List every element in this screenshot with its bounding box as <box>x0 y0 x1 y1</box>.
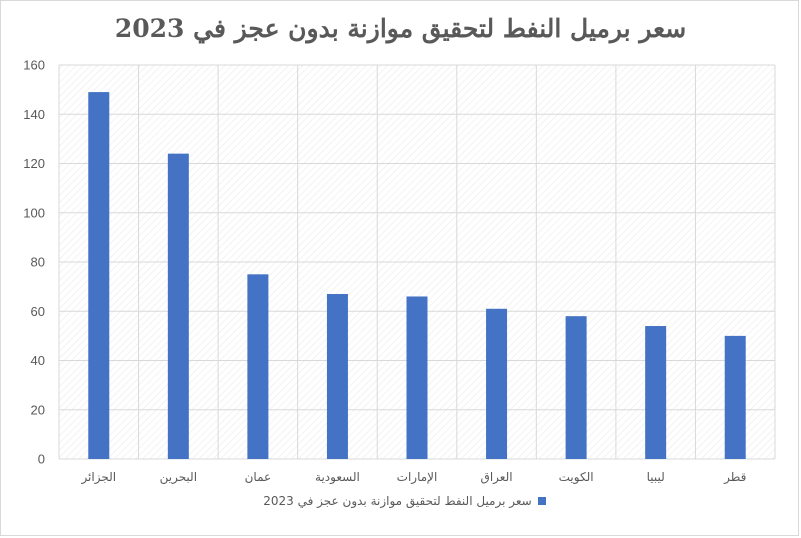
bar <box>247 274 269 459</box>
y-tick-label: 0 <box>38 452 45 467</box>
x-tick-label: قطر <box>723 470 746 485</box>
y-tick-label: 60 <box>31 304 45 319</box>
x-tick-label: العراق <box>481 470 513 485</box>
legend-label: سعر برميل النفط لتحقيق موازنة بدون عجز ف… <box>263 494 532 508</box>
bar <box>167 153 189 459</box>
bar <box>486 308 508 459</box>
bar <box>645 326 667 459</box>
bar <box>565 316 587 459</box>
x-tick-label: ليبيا <box>647 470 665 484</box>
y-tick-label: 40 <box>31 353 45 368</box>
y-tick-label: 160 <box>23 58 45 73</box>
x-tick-label: عمان <box>245 470 272 484</box>
y-tick-label: 140 <box>23 107 45 122</box>
bar <box>88 92 110 460</box>
bar <box>724 335 746 459</box>
x-tick-label: الجزائر <box>80 470 116 485</box>
y-tick-label: 100 <box>23 205 45 220</box>
x-tick-label: الكويت <box>559 470 594 485</box>
legend-swatch <box>537 497 546 505</box>
y-tick-label: 120 <box>23 156 45 171</box>
legend: سعر برميل النفط لتحقيق موازنة بدون عجز ف… <box>0 494 801 508</box>
bar <box>326 294 348 459</box>
bar <box>406 296 428 459</box>
x-tick-label: البحرين <box>160 470 197 485</box>
x-tick-label: الإمارات <box>397 470 438 485</box>
y-tick-label: 80 <box>31 255 45 270</box>
y-tick-label: 20 <box>31 402 45 417</box>
chart-title: سعر برميل النفط لتحقيق موازنة بدون عجز ف… <box>114 14 687 43</box>
x-tick-label: السعودية <box>315 470 360 485</box>
